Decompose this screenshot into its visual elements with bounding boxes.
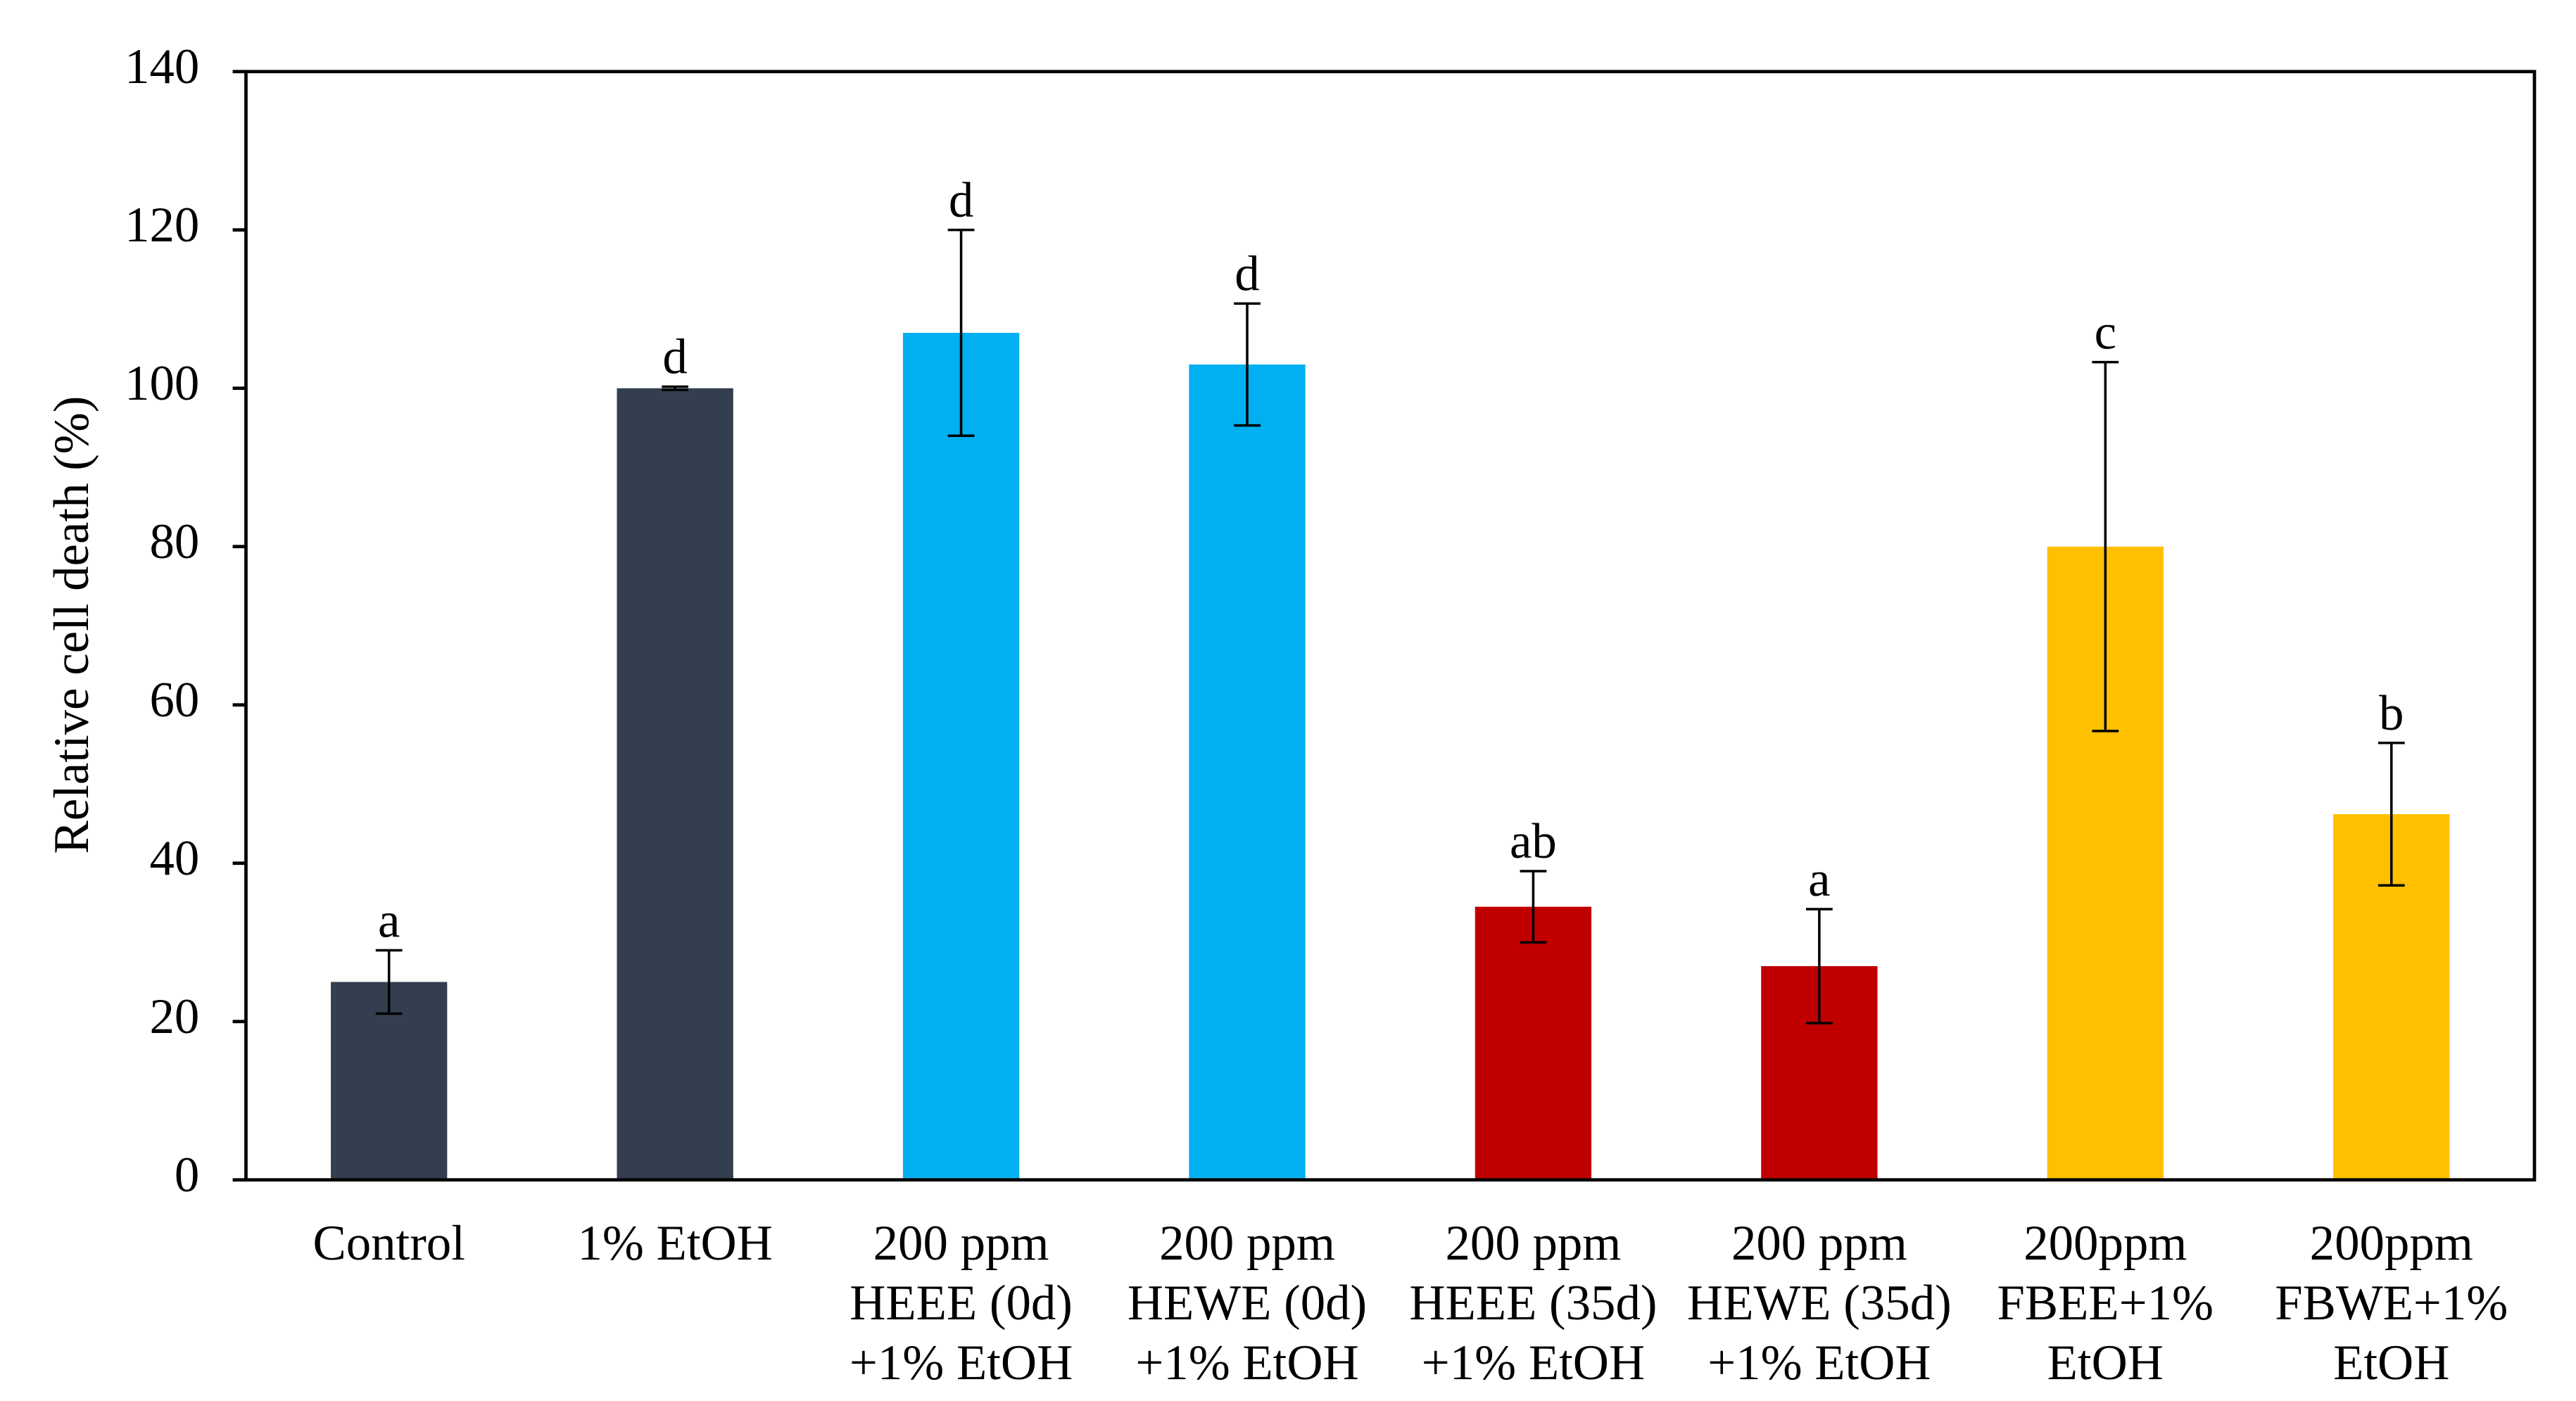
y-axis-label: Relative cell death (%) — [44, 396, 99, 854]
y-tick-label: 140 — [125, 39, 199, 94]
y-tick-label: 0 — [175, 1148, 199, 1203]
x-tick-label: 200 ppm HEWE (0d) +1% EtOH — [1128, 1216, 1367, 1390]
significance-letter: b — [2379, 686, 2404, 741]
significance-letter: d — [662, 330, 687, 385]
significance-letter: c — [2095, 305, 2116, 360]
bar — [331, 982, 448, 1180]
x-tick-label: 200 ppm HEWE (35d) +1% EtOH — [1687, 1216, 1952, 1390]
plot-frame — [244, 70, 2537, 1182]
y-tick-label: 60 — [150, 673, 200, 728]
y-tick-label: 120 — [125, 198, 199, 253]
x-tick-label: 1% EtOH — [577, 1216, 772, 1271]
x-tick-label: Control — [312, 1216, 465, 1271]
y-tick-label: 100 — [125, 356, 199, 411]
bar — [1475, 906, 1592, 1180]
significance-letter: a — [1808, 852, 1830, 907]
significance-letter: ab — [1510, 814, 1557, 869]
x-tick-label: 200ppm FBWE+1% EtOH — [2275, 1216, 2508, 1390]
y-tick-label: 80 — [150, 514, 200, 569]
bar — [902, 332, 1020, 1180]
x-tick-label: 200 ppm HEEE (35d) +1% EtOH — [1409, 1216, 1657, 1390]
y-tick-label: 20 — [150, 989, 200, 1044]
significance-letter: a — [378, 894, 400, 949]
y-tick-label: 40 — [150, 831, 200, 886]
significance-letter: d — [1235, 246, 1259, 301]
bar — [1189, 364, 1306, 1180]
bar — [617, 388, 733, 1180]
significance-letter: d — [949, 173, 973, 228]
x-tick-label: 200 ppm HEEE (0d) +1% EtOH — [850, 1216, 1073, 1390]
x-tick-label: 200ppm FBEE+1% EtOH — [1997, 1216, 2214, 1390]
